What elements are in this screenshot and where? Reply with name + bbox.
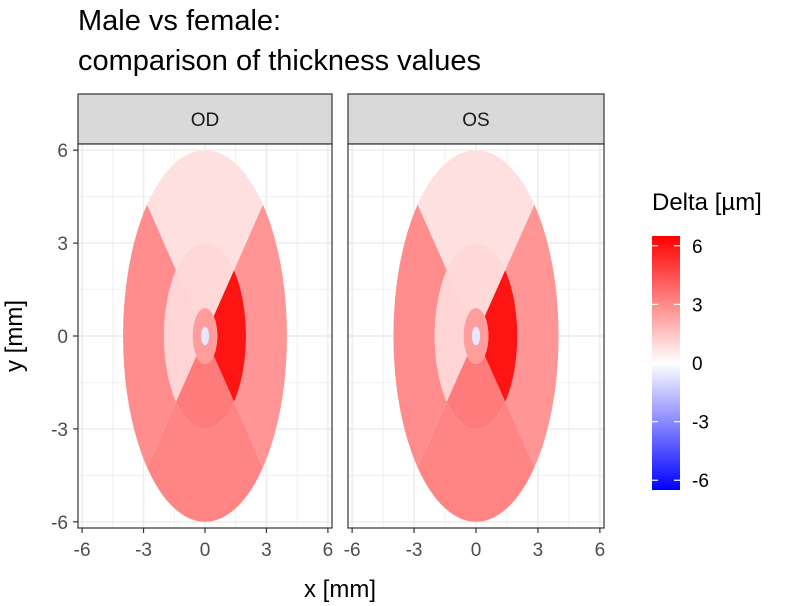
fovea-point xyxy=(471,326,481,346)
y-tick-label: 0 xyxy=(57,327,68,348)
facet-strip-os xyxy=(347,93,605,145)
outer-inferior-sector xyxy=(417,401,535,522)
y-tick-label: 3 xyxy=(57,234,68,255)
legend-tick-label: 0 xyxy=(692,354,703,375)
x-tick-label: 6 xyxy=(323,540,334,561)
panel-od: OD -6 -3 0 3 6 xyxy=(74,93,334,561)
x-tick-label: 0 xyxy=(471,540,482,561)
outer-superior-sector xyxy=(147,150,263,271)
facet-label-od: OD xyxy=(191,110,220,131)
chart-title-line-2: comparison of thickness values xyxy=(78,45,481,77)
x-tick-label: -3 xyxy=(135,540,152,561)
facet-label-os: OS xyxy=(462,110,489,131)
y-tick-label: -3 xyxy=(51,420,68,441)
fovea-point xyxy=(200,326,210,346)
inner-temporal-sector xyxy=(213,270,246,402)
facet-panels: OD -6 -3 0 3 6 OS -6 -3 0 3 6 xyxy=(74,93,606,561)
y-tick-label: 6 xyxy=(57,141,68,162)
legend-tick-label: -3 xyxy=(692,413,709,434)
x-tick-label: -3 xyxy=(406,540,423,561)
inner-superior-sector xyxy=(176,243,234,317)
facet-strip-od xyxy=(77,93,333,145)
y-axis: 6 3 0 -3 -6 xyxy=(51,141,78,534)
color-legend: Delta [µm] 6 3 0 -3 -6 xyxy=(652,189,762,492)
y-tick-label: -6 xyxy=(51,513,68,534)
outer-nasal-sector xyxy=(123,204,177,468)
chart-title-line-1: Male vs female: xyxy=(78,5,281,37)
x-tick-label: -6 xyxy=(344,540,361,561)
legend-tick-label: 6 xyxy=(692,237,703,258)
legend-tick-label: 3 xyxy=(692,295,703,316)
x-axis-title: x [mm] xyxy=(304,576,376,603)
inner-nasal-sector xyxy=(164,270,197,402)
x-tick-label: 3 xyxy=(533,540,544,561)
y-axis-title: y [mm] xyxy=(1,300,28,372)
outer-nasal-sector xyxy=(505,204,559,468)
inner-inferior-sector xyxy=(446,355,506,429)
inner-inferior-sector xyxy=(176,355,234,429)
legend-title: Delta [µm] xyxy=(652,189,762,216)
x-tick-label: 0 xyxy=(200,540,211,561)
outer-temporal-sector xyxy=(393,204,447,468)
legend-tick-label: -6 xyxy=(692,471,709,492)
x-tick-label: 3 xyxy=(261,540,272,561)
panel-os: OS -6 -3 0 3 6 xyxy=(344,93,606,561)
inner-superior-sector xyxy=(446,243,506,317)
outer-superior-sector xyxy=(417,150,535,271)
x-tick-label: -6 xyxy=(74,540,91,561)
x-tick-label: 6 xyxy=(595,540,606,561)
inner-nasal-sector xyxy=(484,270,518,402)
outer-temporal-sector xyxy=(233,204,287,468)
outer-inferior-sector xyxy=(147,401,263,522)
inner-temporal-sector xyxy=(434,270,468,402)
